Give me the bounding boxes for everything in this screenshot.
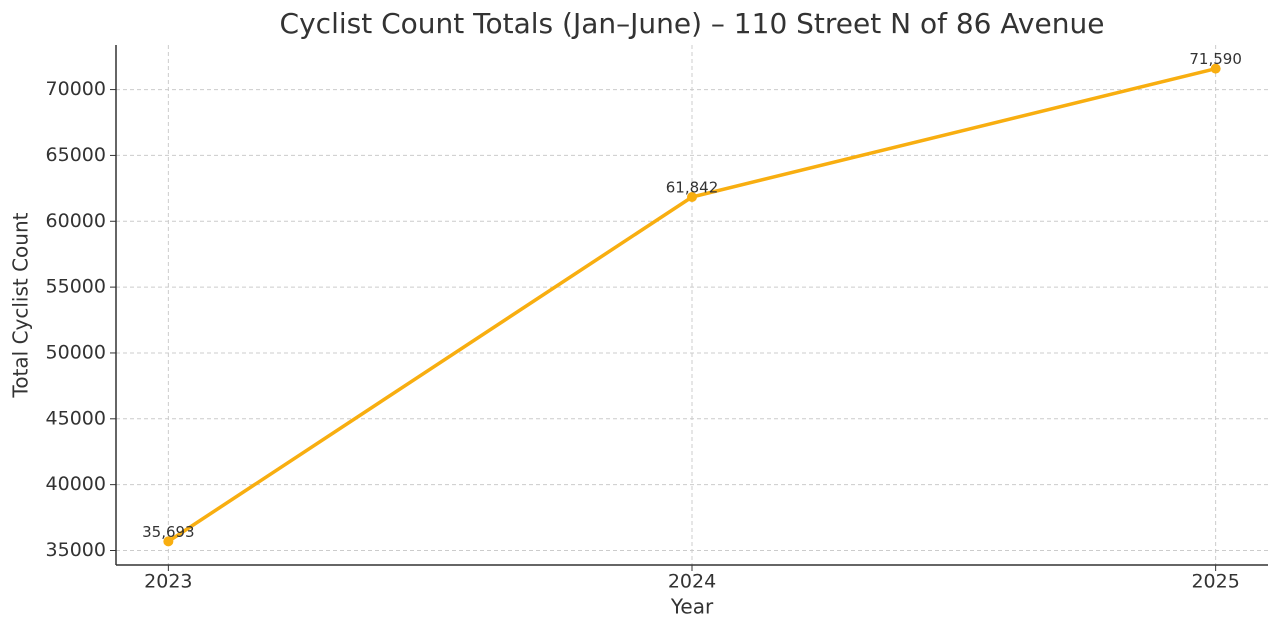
y-tick-label: 50000 <box>46 341 106 363</box>
data-label: 35,693 <box>142 523 195 541</box>
y-tick-label: 45000 <box>46 407 106 429</box>
chart-title: Cyclist Count Totals (Jan–June) – 110 St… <box>280 7 1105 40</box>
y-axis-label: Total Cyclist Count <box>9 212 33 398</box>
x-tick-label: 2023 <box>144 571 192 593</box>
y-tick-label: 55000 <box>46 276 106 298</box>
x-tick-label: 2025 <box>1191 571 1239 593</box>
data-label: 71,590 <box>1189 50 1242 68</box>
y-tick-label: 60000 <box>46 210 106 232</box>
x-tick-label: 2024 <box>668 571 716 593</box>
y-tick-label: 70000 <box>46 78 106 100</box>
y-tick-label: 40000 <box>46 473 106 495</box>
y-tick-label: 35000 <box>46 539 106 561</box>
data-label: 61,842 <box>666 179 719 197</box>
y-tick-label: 65000 <box>46 144 106 166</box>
data-point <box>163 536 174 547</box>
data-point <box>687 192 697 203</box>
x-axis-label: Year <box>670 595 714 619</box>
data-point <box>1210 63 1221 74</box>
